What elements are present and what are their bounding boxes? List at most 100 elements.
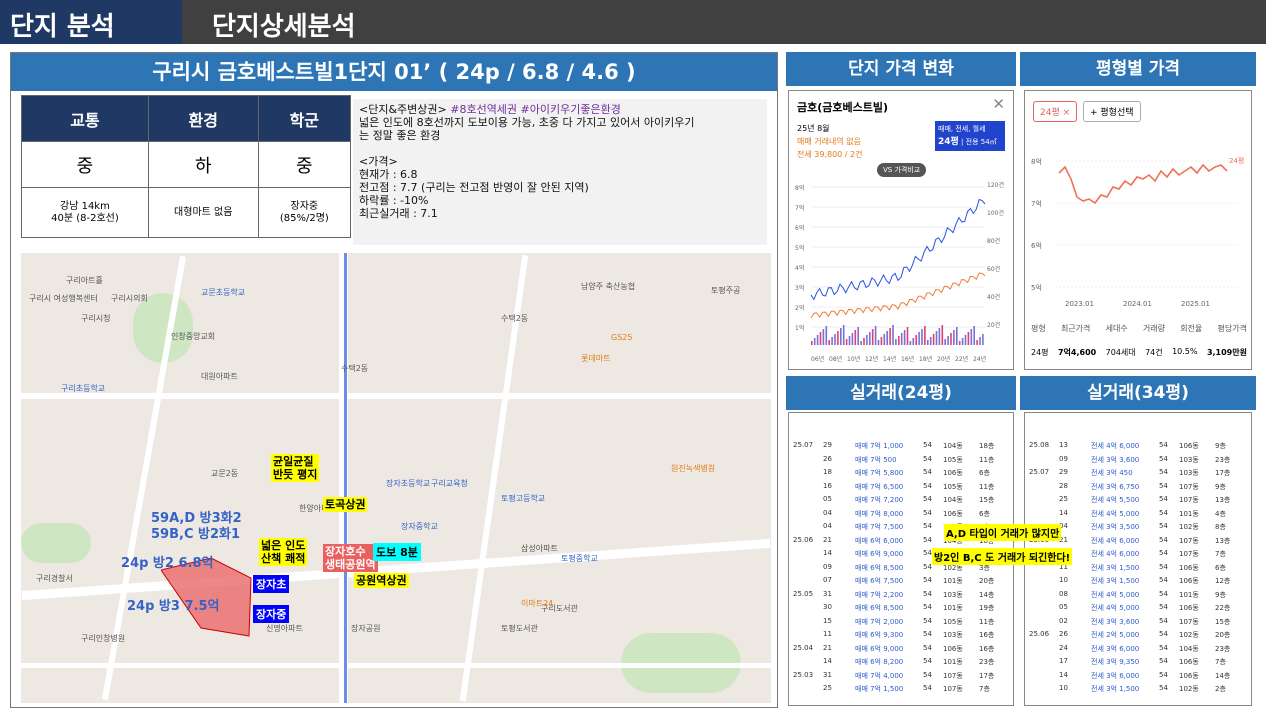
rating-header-environment: 환경 <box>147 95 259 142</box>
close-icon[interactable]: × <box>1062 108 1071 118</box>
x-tick-label: 2023.01 <box>1065 300 1094 308</box>
pyeong-selector[interactable]: 24평 | 전용 54㎡ <box>938 134 1002 147</box>
poi-label: 구리도서관 <box>541 604 578 613</box>
commercial-area-label: 토곡상권 <box>323 497 368 512</box>
deal-cell: 전세 3억 9,350 <box>1091 658 1140 666</box>
deal-cell: 4층 <box>1215 509 1226 518</box>
td-recent: 7억4,600 <box>1057 348 1097 357</box>
deal-cell: 54 <box>1159 616 1168 625</box>
deal-cell: 18층 <box>979 442 995 450</box>
deal-cell: 15층 <box>979 496 995 504</box>
series-label: 24평 <box>1229 156 1244 165</box>
poi-label: GS25 <box>611 333 633 342</box>
deal-cell: 107동 <box>1179 617 1199 626</box>
volume-bar <box>863 338 865 345</box>
volume-bar <box>967 332 970 345</box>
volume-bar <box>837 331 839 345</box>
add-pyeong-button[interactable]: + 평형선택 <box>1083 101 1141 122</box>
rating-header-school: 학군 <box>257 95 352 142</box>
rating-note-environment: 대형마트 없음 <box>147 187 259 238</box>
y-tick-label: 8억 <box>795 184 804 192</box>
deal-cell: 6층 <box>979 469 990 477</box>
volume-bar <box>964 335 967 345</box>
deal-cell: 13층 <box>1215 536 1231 545</box>
deal-cell: 전세 4억 5,000 <box>1091 590 1140 599</box>
deal-cell: 17층 <box>979 671 995 680</box>
deal-cell: 105동 <box>943 482 963 491</box>
volume-bar <box>958 341 961 345</box>
poi-label: 구리교육청 <box>431 479 468 488</box>
pyeong-price-card: 24평 × + 평형선택 8억 7억 6억 5억 2023.01 2024.01 2025.… <box>1024 90 1252 370</box>
elementary-school-label: 장자초 <box>253 575 290 593</box>
area-map[interactable]: 구리아트홀 구리시청 구리시 여성행복센터 구리시의회 교문초등학교 교문2동 … <box>21 253 771 703</box>
deal-cell: 25.06 <box>1029 630 1050 638</box>
deal-cell: 7층 <box>979 685 990 693</box>
rating-grade-traffic: 중 <box>21 141 149 188</box>
volume-bar <box>900 333 903 345</box>
deal-cell: 04 <box>823 522 832 530</box>
deal-cell: 54 <box>1159 481 1168 490</box>
poi-label: 원진녹색병원 <box>671 464 716 473</box>
deal34-list[interactable]: 25.08 13 전세 4억 6,000 54 106동 9층 09 전세 3억 3,600 5… <box>1024 412 1252 706</box>
y-tick-label: 8억 <box>1031 158 1042 166</box>
price-current: 현재가 : 6.8 <box>359 168 418 181</box>
close-icon[interactable]: ✕ <box>992 95 1005 113</box>
pyeong-trend-chart: 8억 7억 6억 5억 2023.01 2024.01 2025.01 24평 <box>1031 156 1244 308</box>
deal-cell: 25 <box>1059 495 1068 503</box>
deal-cell: 26 <box>1059 630 1068 638</box>
deal-cell: 54 <box>923 522 932 530</box>
deal-cell: 15 <box>823 616 832 625</box>
volume-bar <box>819 332 822 345</box>
deal-cell: 25.07 <box>1029 468 1050 476</box>
x-tick-label: 10년 <box>847 355 860 363</box>
complex-title: 구리시 금호베스트빌1단지 01’ ( 24p / 6.8 / 4.6 ) <box>11 53 777 91</box>
deal24-title: 실거래(24평) <box>786 376 1016 410</box>
deal-cell: 매매 7억 5,800 <box>855 469 904 477</box>
td-price-per-pyeong: 3,109만원 <box>1206 348 1247 357</box>
deal-cell: 05 <box>823 495 832 503</box>
rating-note-school: 장자중 (85%/2명) <box>257 187 352 238</box>
deal-cell: 54 <box>1159 441 1168 449</box>
deal-cell: 매매 7억 4,000 <box>855 671 904 680</box>
deal-cell: 106동 <box>943 469 963 477</box>
deal-cell: 104동 <box>943 442 963 450</box>
y2-tick-label: 80건 <box>987 237 1000 245</box>
deal-cell: 14 <box>823 657 832 665</box>
deal-cell: 31 <box>823 589 832 598</box>
y2-tick-label: 40건 <box>987 293 1000 301</box>
deal-cell: 11층 <box>979 482 995 491</box>
th-price-per-pyeong: 평당가격 <box>1217 324 1247 333</box>
volume-bar <box>811 341 813 345</box>
deal-cell: 54 <box>923 630 932 638</box>
volume-bar <box>947 336 949 345</box>
poi-label: 한양아파트 <box>299 504 336 513</box>
volume-bar <box>877 340 880 345</box>
deal-cell: 106동 <box>1179 658 1199 666</box>
lease-summary: 전세 39,800 / 2건 <box>797 150 863 159</box>
deal-cell: 20층 <box>1215 631 1231 639</box>
rating-table: 교통 환경 학군 중 하 중 강남 14km 40분 (8-2호선) 대형마트 … <box>21 95 352 238</box>
pyeong-price-line <box>1058 163 1228 205</box>
deal-cell: 21 <box>823 643 832 652</box>
volume-bar <box>880 337 883 345</box>
deal-cell: 25 <box>823 684 832 692</box>
deal-cell: 3층 <box>979 563 990 572</box>
poi-label: 구리시 여성행복센터 <box>29 294 98 303</box>
deal-cell: 54 <box>923 441 932 449</box>
rating-header-traffic: 교통 <box>21 95 149 142</box>
price-header: <가격> <box>359 155 398 168</box>
filter-box[interactable]: 매매, 전세, 월세 24평 | 전용 54㎡ <box>935 121 1005 151</box>
x-tick-label: 08년 <box>829 355 842 363</box>
deal-cell: 12층 <box>1215 577 1231 585</box>
deal-cell: 매매 6억 6,000 <box>855 536 904 545</box>
x-tick-label: 22년 <box>955 355 968 363</box>
deal-cell: 10 <box>1059 684 1068 692</box>
pyeong-tag[interactable]: 24평 × <box>1033 101 1078 122</box>
deal-cell: 23층 <box>979 658 995 666</box>
lease-price-line <box>810 272 986 319</box>
price-recent: 최근실거래 : 7.1 <box>359 207 438 220</box>
volume-bar <box>929 337 932 345</box>
compare-button[interactable]: VS 가격비교 <box>877 163 927 177</box>
th-volume: 거래량 <box>1142 324 1165 333</box>
deal-cell: 23층 <box>1215 455 1231 464</box>
